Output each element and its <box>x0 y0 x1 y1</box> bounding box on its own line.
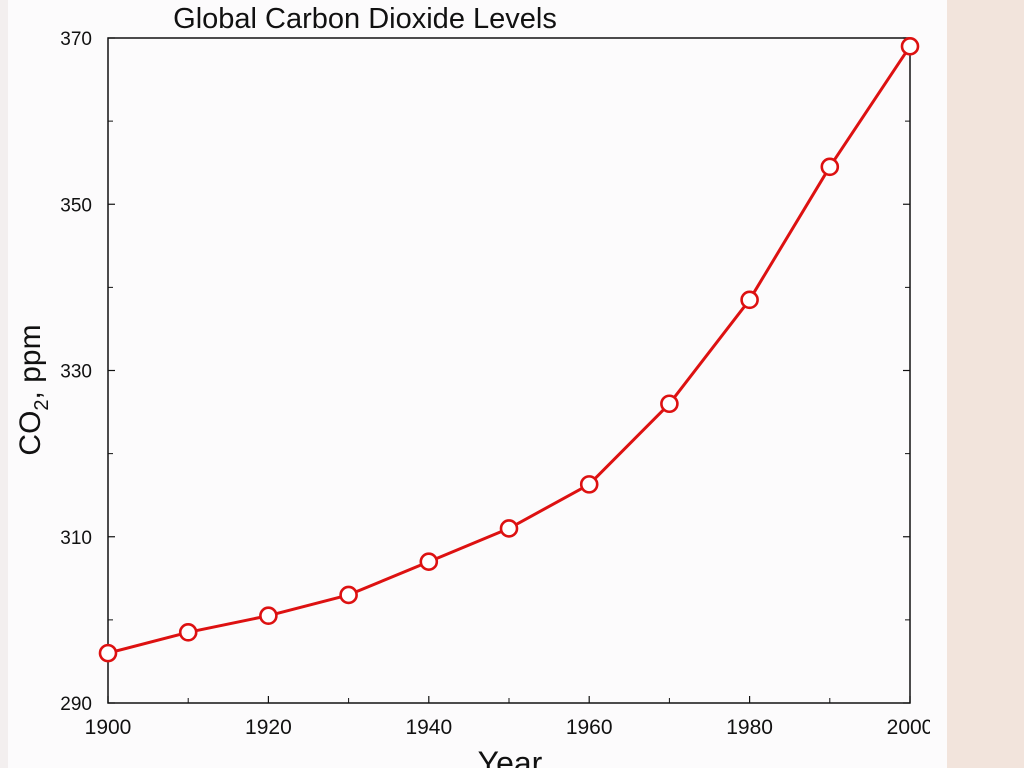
data-point <box>820 157 840 177</box>
y-tick-label: 290 <box>60 694 92 715</box>
data-point <box>579 475 599 494</box>
x-tick-label: 1920 <box>245 716 292 739</box>
x-tick-label: 1900 <box>85 716 132 739</box>
x-tick-label: 1940 <box>405 716 452 739</box>
y-tick-label: 350 <box>60 195 92 216</box>
y-tick-label: 370 <box>60 29 92 50</box>
data-point <box>740 290 759 310</box>
x-tick-label: 1960 <box>566 716 613 739</box>
data-point <box>259 606 278 626</box>
y-tick-label: 330 <box>60 362 92 383</box>
y-axis-label-suffix: , ppm <box>14 324 47 399</box>
data-point <box>98 643 118 663</box>
y-tick-label: 310 <box>60 528 92 549</box>
x-tick-label: 1980 <box>726 716 773 739</box>
data-point <box>900 37 920 56</box>
data-point <box>339 585 358 605</box>
y-axis-label: CO2, ppm <box>14 324 53 455</box>
data-point <box>660 394 679 414</box>
right-side-panel <box>947 0 1024 768</box>
x-axis-label: Year <box>478 745 543 768</box>
left-margin-strip <box>0 0 8 768</box>
chart-title: Global Carbon Dioxide Levels <box>173 3 557 35</box>
series-co2 <box>98 37 920 663</box>
plot-frame <box>107 37 911 704</box>
x-tick-label: 2000 <box>887 716 934 739</box>
data-point <box>178 623 198 642</box>
data-point <box>419 552 439 571</box>
y-axis-label-subscript: 2 <box>31 399 53 410</box>
y-axis-ticks: 290 310 330 350 370 <box>60 29 910 715</box>
y-axis-label-co: CO <box>14 411 47 456</box>
x-axis-ticks: 1900 1920 1940 1960 1980 2000 <box>85 696 934 739</box>
data-point <box>499 519 519 538</box>
